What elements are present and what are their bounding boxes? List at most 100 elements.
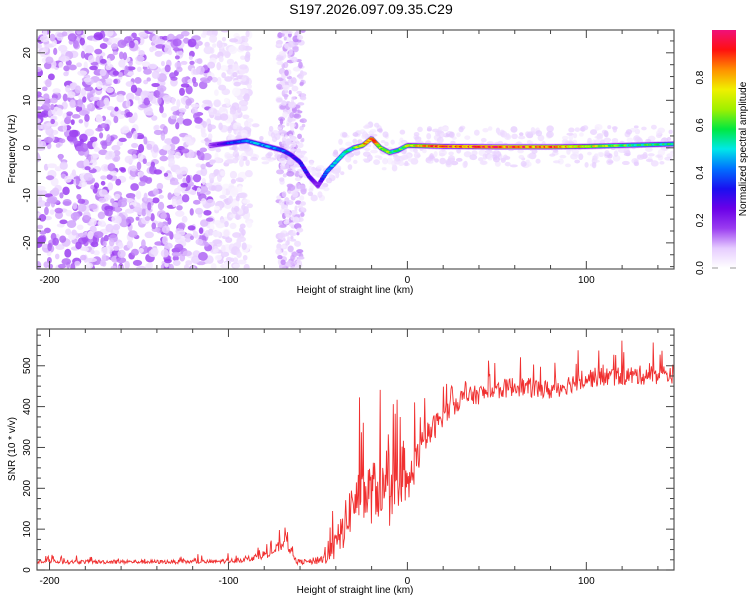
spectrogram-cell	[107, 163, 116, 172]
colorbar-bar	[712, 30, 736, 268]
spectrogram-cell	[207, 76, 213, 81]
spectrogram-cell	[185, 175, 191, 184]
spectrogram-cell	[296, 249, 304, 254]
spectrogram-cell	[231, 102, 240, 111]
spectrogram-cell	[268, 125, 274, 132]
spectrogram-cell	[288, 223, 295, 227]
spectrogram-cell	[60, 55, 70, 62]
spectrogram-cell	[504, 134, 512, 140]
spectrogram-cell	[594, 123, 603, 131]
x-tick-label: 0	[405, 576, 411, 587]
spectrogram-cell	[98, 189, 108, 197]
spectrogram-cell	[278, 224, 287, 228]
spectrogram-cell	[245, 30, 250, 38]
spectrogram-cell	[131, 154, 137, 160]
y-tick-label: 0	[22, 145, 33, 151]
spectrogram-cell	[301, 137, 305, 143]
x-tick-label: -200	[40, 275, 60, 286]
spectrogram-cell	[292, 46, 299, 53]
spectrogram-cell	[171, 251, 181, 257]
spectrogram-cell	[230, 187, 239, 196]
spectrogram-cell	[625, 129, 633, 135]
spectrogram-cell	[232, 257, 239, 264]
spectrogram-cell	[487, 153, 493, 161]
spectrogram-cell	[77, 203, 87, 212]
spectrogram-cell	[138, 143, 145, 153]
spectrogram-cell	[404, 160, 409, 166]
spectrogram-cell	[634, 136, 642, 142]
spectrogram-cell	[275, 248, 282, 255]
spectrogram-cell	[159, 81, 166, 86]
x-tick-label: -200	[40, 576, 60, 587]
spectrogram-cell	[128, 60, 133, 67]
spectrogram-cell	[535, 130, 543, 137]
spectrogram-cell	[54, 253, 60, 260]
spectrogram-cell	[364, 147, 371, 151]
spectrogram-cell	[291, 56, 298, 63]
spectrogram-cell	[477, 157, 484, 162]
spectrogram-cell	[380, 139, 386, 144]
spectrogram-cell	[159, 105, 164, 114]
spectrogram-cell	[299, 82, 304, 86]
spectrogram-cell	[216, 40, 223, 49]
snr-x-axis: -200 -100 0 100	[40, 329, 659, 587]
spectrogram-cell	[650, 160, 659, 167]
spectrogram-cell	[144, 216, 151, 222]
spectrogram-cell	[155, 39, 166, 45]
spectrogram-cell	[190, 190, 197, 195]
spectrogram-cell	[77, 180, 88, 188]
spectrogram-cell	[297, 256, 305, 260]
spectrogram-cell	[146, 111, 154, 116]
spectrogram-cell	[279, 124, 286, 128]
spectrogram-cell	[180, 182, 189, 188]
spectrogram-cell	[345, 141, 353, 147]
spectrogram-cell	[89, 96, 100, 102]
spectrogram-cell	[197, 151, 205, 161]
spectrogram-cell	[59, 192, 64, 199]
spectrogram-cell	[546, 125, 554, 133]
spectrogram-cell	[561, 135, 569, 140]
spectrogram-cell	[59, 219, 68, 225]
spectrogram-cell	[167, 217, 172, 225]
spectrogram-cell	[87, 55, 95, 63]
spectrogram-cell	[174, 55, 180, 60]
spectrogram-cell	[181, 194, 190, 203]
spectrogram-cell	[163, 44, 172, 54]
spectrogram-cell	[225, 237, 233, 243]
spectrogram-cell	[296, 227, 304, 233]
spectrogram-cell	[167, 149, 175, 156]
spectrogram-cell	[199, 219, 209, 227]
spectrogram-cell	[65, 228, 72, 235]
spectrogram-cell	[223, 97, 230, 104]
spectrogram-cell	[668, 129, 673, 135]
spectrogram-cell	[131, 142, 139, 149]
spectrogram-cell	[491, 154, 498, 159]
spectrogram-cell	[193, 199, 201, 205]
spectrogram-cell	[157, 222, 164, 228]
spectrogram-cell	[292, 66, 301, 72]
spectrogram-cell	[154, 50, 163, 57]
spectrogram-cell	[633, 125, 639, 129]
spectrogram-cell	[226, 155, 234, 160]
spectrogram-cell	[145, 263, 152, 269]
spectrogram-cell	[196, 58, 203, 65]
spectrogram-cell	[132, 259, 143, 266]
spectrogram-cell	[179, 87, 185, 96]
spectrogram-cell	[289, 266, 298, 269]
spectrogram-cell	[233, 81, 242, 87]
spectrogram-cell	[240, 129, 248, 137]
spectrogram-cell	[136, 66, 142, 73]
spectrogram-cell	[69, 82, 76, 90]
spectrogram-cell	[55, 143, 61, 148]
spectrogram-cell	[147, 202, 152, 211]
spectrogram-cell	[107, 182, 114, 191]
spectrogram-cell	[296, 231, 300, 236]
spectrogram-cell	[593, 153, 599, 161]
spectrogram-cell	[98, 149, 108, 156]
spectrogram-cell	[617, 148, 626, 153]
spectrogram-cell	[301, 123, 306, 128]
spectrogram-cell	[105, 223, 114, 233]
spectrogram-cell	[422, 148, 427, 154]
spectrogram-cell	[232, 63, 240, 72]
spectrogram-cell	[238, 159, 244, 168]
